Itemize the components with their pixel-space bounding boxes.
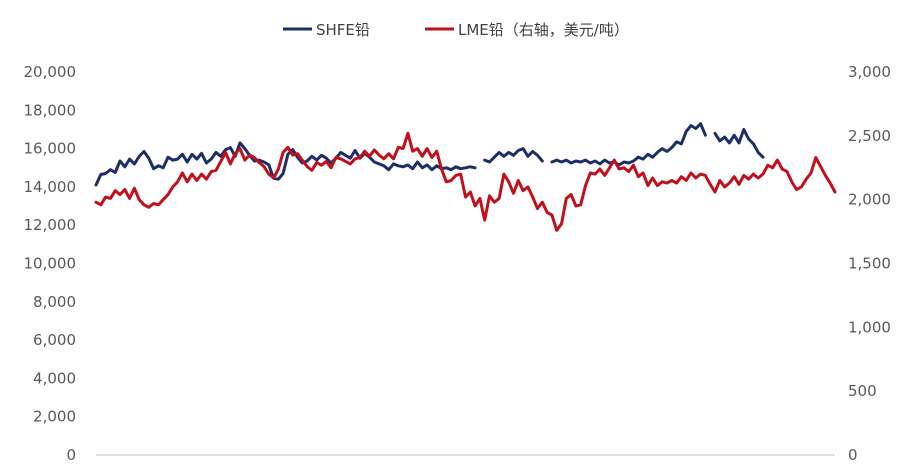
y-left-tick-label: 18,000 bbox=[24, 101, 77, 119]
y-left-tick-label: 6,000 bbox=[33, 331, 76, 349]
y-right-tick-label: 2,500 bbox=[848, 127, 891, 145]
chart-legend: SHFE铅 LME铅（右轴，美元/吨） bbox=[283, 21, 629, 39]
y-right-tick-label: 0 bbox=[848, 446, 858, 464]
legend-label-shfe: SHFE铅 bbox=[316, 21, 370, 39]
y-axis-left: 0 2,000 4,000 6,000 8,000 10,000 12,000 14,000 1… bbox=[24, 63, 77, 464]
series-line-lme bbox=[94, 131, 837, 232]
y-left-tick-label: 2,000 bbox=[33, 408, 76, 426]
y-left-tick-label: 16,000 bbox=[24, 140, 77, 158]
y-left-tick-label: 14,000 bbox=[24, 178, 77, 196]
legend-label-lme: LME铅（右轴，美元/吨） bbox=[458, 21, 629, 39]
y-left-tick-label: 0 bbox=[66, 446, 76, 464]
y-axis-right: 0 500 1,000 1,500 2,000 2,500 3,000 bbox=[848, 63, 891, 464]
y-right-tick-label: 500 bbox=[848, 382, 877, 400]
series-line-shfe bbox=[94, 122, 765, 187]
y-right-tick-label: 2,000 bbox=[848, 191, 891, 209]
y-left-tick-label: 8,000 bbox=[33, 293, 76, 311]
y-right-tick-label: 3,000 bbox=[848, 63, 891, 81]
y-right-tick-label: 1,000 bbox=[848, 318, 891, 336]
y-left-tick-label: 20,000 bbox=[24, 63, 77, 81]
y-left-tick-label: 4,000 bbox=[33, 369, 76, 387]
series-lines bbox=[94, 122, 837, 232]
y-left-tick-label: 12,000 bbox=[24, 216, 77, 234]
y-right-tick-label: 1,500 bbox=[848, 255, 891, 273]
y-left-tick-label: 10,000 bbox=[24, 255, 77, 273]
